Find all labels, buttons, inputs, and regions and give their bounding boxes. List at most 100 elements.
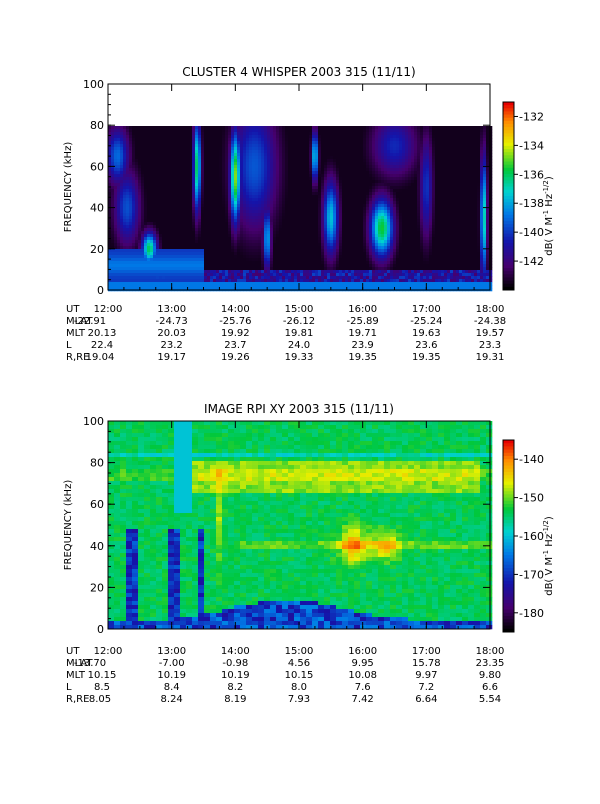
spectrogram-cell bbox=[153, 276, 157, 280]
spectrogram-cell bbox=[360, 138, 364, 142]
spectrogram-cell bbox=[357, 201, 361, 205]
spectrogram-cell bbox=[249, 198, 253, 202]
spectrogram-cell bbox=[264, 159, 268, 163]
spectrogram-cell bbox=[303, 255, 307, 259]
spectrogram-cell bbox=[219, 195, 223, 199]
spectrogram-cell bbox=[165, 198, 169, 202]
spectrogram-cell bbox=[165, 222, 169, 226]
spectrogram-cell bbox=[240, 261, 244, 265]
spectrogram-cell bbox=[207, 273, 211, 277]
spectrogram-cell bbox=[240, 222, 244, 226]
spectrogram-cell bbox=[354, 285, 358, 289]
spectrogram-cell bbox=[306, 177, 310, 181]
spectrogram-cell bbox=[189, 132, 193, 136]
spectrogram-cell bbox=[261, 135, 265, 139]
spectrogram-cell bbox=[306, 225, 310, 229]
spectrogram-cell bbox=[216, 264, 220, 268]
spectrogram-cell bbox=[135, 165, 139, 169]
spectrogram-cell bbox=[132, 150, 136, 154]
spectrogram-cell bbox=[249, 210, 253, 214]
spectrogram-cell bbox=[333, 192, 337, 196]
spectrogram-cell bbox=[363, 171, 367, 175]
spectrogram-cell bbox=[237, 135, 241, 139]
spectrogram-cell bbox=[303, 276, 307, 280]
spectrogram-cell bbox=[123, 255, 127, 259]
spectrogram-cell bbox=[252, 147, 256, 151]
spectrogram-cell bbox=[231, 216, 235, 220]
spectrogram-cell bbox=[276, 264, 280, 268]
spectrogram-cell bbox=[225, 198, 229, 202]
spectrogram-cell bbox=[270, 234, 274, 238]
spectrogram-cell bbox=[150, 138, 154, 142]
spectrogram-cell bbox=[354, 243, 358, 247]
spectrogram-cell bbox=[357, 192, 361, 196]
spectrogram-cell bbox=[135, 282, 139, 286]
spectrogram-cell bbox=[153, 255, 157, 259]
spectrogram-cell bbox=[153, 228, 157, 232]
spectrogram-cell bbox=[225, 219, 229, 223]
spectrogram-cell bbox=[285, 201, 289, 205]
spectrogram-cell bbox=[237, 177, 241, 181]
spectrogram-cell bbox=[249, 189, 253, 193]
spectrogram-cell bbox=[327, 267, 331, 271]
spectrogram-cell bbox=[258, 174, 262, 178]
spectrogram-cell bbox=[315, 147, 319, 151]
spectrogram-cell bbox=[198, 213, 202, 217]
spectrogram-cell bbox=[279, 276, 283, 280]
spectrogram-cell bbox=[348, 264, 352, 268]
spectrogram-cell bbox=[228, 261, 232, 265]
spectrogram-cell bbox=[189, 222, 193, 226]
spectrogram-cell bbox=[114, 249, 118, 253]
spectrogram-cell bbox=[201, 186, 205, 190]
spectrogram-cell bbox=[111, 261, 115, 265]
spectrogram-cell bbox=[327, 132, 331, 136]
spectrogram-cell bbox=[189, 282, 193, 286]
spectrogram-cell bbox=[204, 267, 208, 271]
spectrogram-cell bbox=[291, 267, 295, 271]
spectrogram-cell bbox=[351, 213, 355, 217]
spectrogram-cell bbox=[225, 189, 229, 193]
spectrogram-cell bbox=[336, 207, 340, 211]
spectrogram-cell bbox=[255, 126, 259, 130]
spectrogram-cell bbox=[252, 174, 256, 178]
spectrogram-cell bbox=[168, 156, 172, 160]
spectrogram-cell bbox=[171, 225, 175, 229]
spectrogram-cell bbox=[156, 231, 160, 235]
spectrogram-cell bbox=[189, 198, 193, 202]
spectrogram-cell bbox=[219, 150, 223, 154]
spectrogram-cell bbox=[108, 276, 112, 280]
spectrogram-cell bbox=[126, 240, 130, 244]
spectrogram-cell bbox=[312, 213, 316, 217]
spectrogram-cell bbox=[270, 210, 274, 214]
spectrogram-cell bbox=[285, 141, 289, 145]
spectrogram-cell bbox=[108, 150, 112, 154]
spectrogram-cell bbox=[201, 195, 205, 199]
spectrogram-cell bbox=[375, 183, 379, 187]
spectrogram-cell bbox=[216, 162, 220, 166]
spectrogram-cell bbox=[363, 204, 367, 208]
spectrogram-cell bbox=[117, 252, 121, 256]
spectrogram-cell bbox=[345, 132, 349, 136]
spectrogram-cell bbox=[153, 234, 157, 238]
spectrogram-cell bbox=[255, 186, 259, 190]
spectrogram-cell bbox=[246, 273, 250, 277]
spectrogram-cell bbox=[183, 234, 187, 238]
spectrogram-cell bbox=[351, 201, 355, 205]
spectrogram-cell bbox=[141, 258, 145, 262]
spectrogram-cell bbox=[150, 210, 154, 214]
spectrogram-cell bbox=[288, 219, 292, 223]
spectrogram-cell bbox=[324, 174, 328, 178]
spectrogram-cell bbox=[339, 276, 343, 280]
spectrogram-cell bbox=[282, 231, 286, 235]
spectrogram-cell bbox=[312, 189, 316, 193]
spectrogram-cell bbox=[366, 201, 370, 205]
spectrogram-cell bbox=[213, 135, 217, 139]
spectrogram-cell bbox=[198, 189, 202, 193]
spectrogram-cell bbox=[246, 264, 250, 268]
spectrogram-cell bbox=[246, 177, 250, 181]
spectrogram-cell bbox=[333, 180, 337, 184]
spectrogram-cell bbox=[111, 129, 115, 133]
spectrogram-cell bbox=[348, 234, 352, 238]
spectrogram-cell bbox=[291, 135, 295, 139]
spectrogram-cell bbox=[339, 162, 343, 166]
